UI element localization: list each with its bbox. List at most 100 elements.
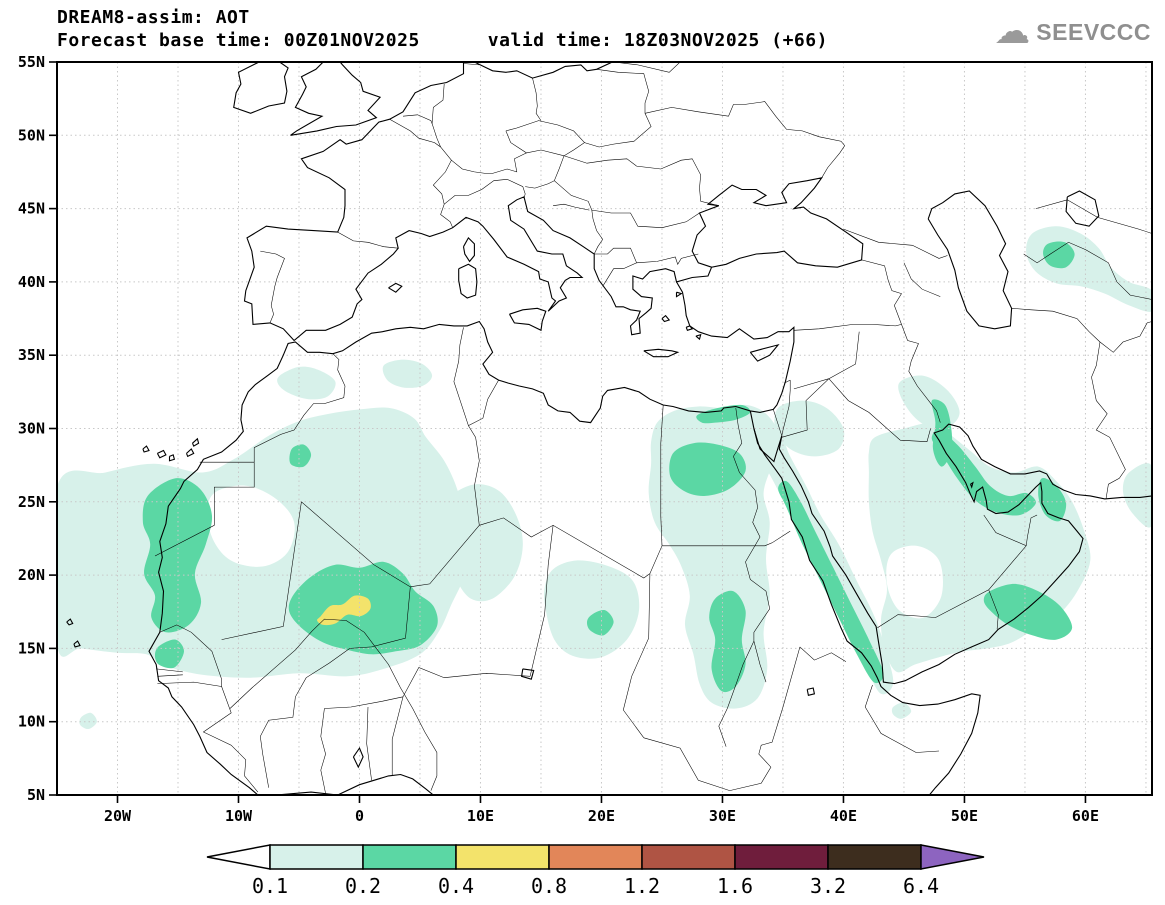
- country-border: [781, 380, 791, 436]
- coastline: [806, 687, 816, 696]
- aot-region-nile-delta-core: [696, 404, 751, 424]
- colorbar-segment: [362, 844, 457, 870]
- coastline: [156, 449, 167, 459]
- coastline: [168, 454, 176, 462]
- seevccc-logo: ☁ SEEVCCC: [994, 14, 1151, 50]
- aot-region-east-edge: [1122, 463, 1152, 528]
- map-frame: [56, 61, 1153, 796]
- country-border: [793, 378, 829, 390]
- colorbar-label: 1.6: [717, 874, 753, 898]
- lat-tick-label: 40N: [18, 273, 45, 291]
- country-border: [453, 327, 469, 426]
- lon-tick-label: 60E: [1072, 807, 1099, 825]
- lon-tick-label: 20E: [588, 807, 615, 825]
- aot-region-sahel-max: [317, 595, 371, 626]
- country-border: [525, 155, 565, 189]
- geography-layer: [66, 62, 1152, 795]
- country-border: [594, 247, 637, 287]
- coastline: [142, 445, 150, 453]
- lon-tick-label: 40E: [830, 807, 857, 825]
- country-border: [221, 501, 302, 640]
- country-border: [1035, 199, 1152, 234]
- country-border: [431, 83, 445, 148]
- country-border: [660, 404, 664, 546]
- coastline: [148, 281, 795, 795]
- colorbar-label: 1.2: [624, 874, 660, 898]
- chart-title: DREAM8-assim: AOT: [57, 7, 250, 28]
- country-border: [366, 706, 372, 781]
- country-border: [584, 69, 652, 148]
- country-border: [157, 681, 222, 687]
- country-border: [988, 514, 1038, 590]
- coastline: [749, 343, 780, 362]
- country-border: [662, 530, 791, 547]
- colorbar-segment: [548, 844, 643, 870]
- colorbar: 0.1 0.2 0.4 0.8 1.2 1.6 3.2 6.4: [206, 844, 985, 898]
- country-border: [623, 573, 651, 738]
- coastline: [753, 423, 1152, 685]
- country-border: [613, 62, 681, 73]
- country-border: [861, 259, 902, 325]
- lat-tick-label: 35N: [18, 346, 45, 364]
- cloud-icon: ☁: [994, 11, 1031, 52]
- country-border: [253, 353, 346, 463]
- country-border: [202, 686, 259, 793]
- river: [229, 618, 438, 791]
- aot-fill-layer: [57, 226, 1152, 730]
- aot-region-horn-dot: [891, 702, 912, 719]
- aot-region-sudan-core: [709, 590, 746, 693]
- country-border: [463, 63, 480, 66]
- coastline: [1065, 190, 1100, 227]
- coastline: [458, 263, 478, 299]
- country-border: [636, 253, 699, 265]
- colorbar-label: 0.1: [252, 874, 288, 898]
- aot-region-north-algeria-core: [289, 444, 312, 468]
- logo-text: SEEVCCC: [1036, 18, 1151, 45]
- coastline: [685, 325, 694, 331]
- country-border: [773, 409, 783, 436]
- country-border: [843, 228, 948, 259]
- lat-tick-label: 5N: [27, 786, 45, 804]
- aot-region-senegal-core: [154, 639, 185, 669]
- country-border: [1099, 321, 1152, 353]
- aot-region-iraq: [898, 375, 960, 428]
- coastline: [643, 348, 680, 358]
- country-border: [337, 231, 399, 249]
- aot-region-persian-gulf-core: [931, 429, 1036, 516]
- aot-region-egypt-core: [669, 442, 746, 496]
- country-border: [799, 646, 847, 662]
- country-border: [156, 668, 183, 673]
- lat-tick-label: 25N: [18, 493, 45, 511]
- lat-tick-label: 55N: [18, 53, 45, 71]
- graticule: [57, 62, 1152, 795]
- country-border: [451, 152, 527, 174]
- colorbar-underflow-arrow: [206, 844, 271, 870]
- country-border: [1011, 308, 1101, 343]
- coastline: [474, 62, 613, 79]
- aot-region-turkmenistan-core: [1043, 241, 1075, 269]
- river: [718, 640, 755, 747]
- lat-tick-label: 30N: [18, 420, 45, 438]
- aot-region-north-algeria: [382, 359, 433, 388]
- colorbar-segment: [269, 844, 364, 870]
- coastline: [509, 307, 547, 332]
- coastline: [290, 62, 382, 136]
- lon-tick-label: 0: [355, 807, 364, 825]
- colorbar-overflow-arrow: [920, 844, 985, 870]
- lon-tick-label: 20W: [104, 807, 132, 825]
- country-border: [877, 589, 989, 629]
- country-border: [644, 101, 846, 178]
- colorbar-segment: [827, 844, 922, 870]
- lat-tick-label: 50N: [18, 126, 45, 144]
- aot-region-chad-core: [586, 610, 614, 636]
- country-border: [159, 624, 222, 687]
- aot-region-north-morocco: [277, 366, 336, 400]
- colorbar-label: 0.4: [438, 874, 474, 898]
- aot-region-hormuz-core: [1038, 477, 1067, 522]
- lat-tick-label: 15N: [18, 639, 45, 657]
- lon-tick-label: 10E: [467, 807, 494, 825]
- lon-tick-label: 50E: [951, 807, 978, 825]
- country-border: [781, 378, 830, 438]
